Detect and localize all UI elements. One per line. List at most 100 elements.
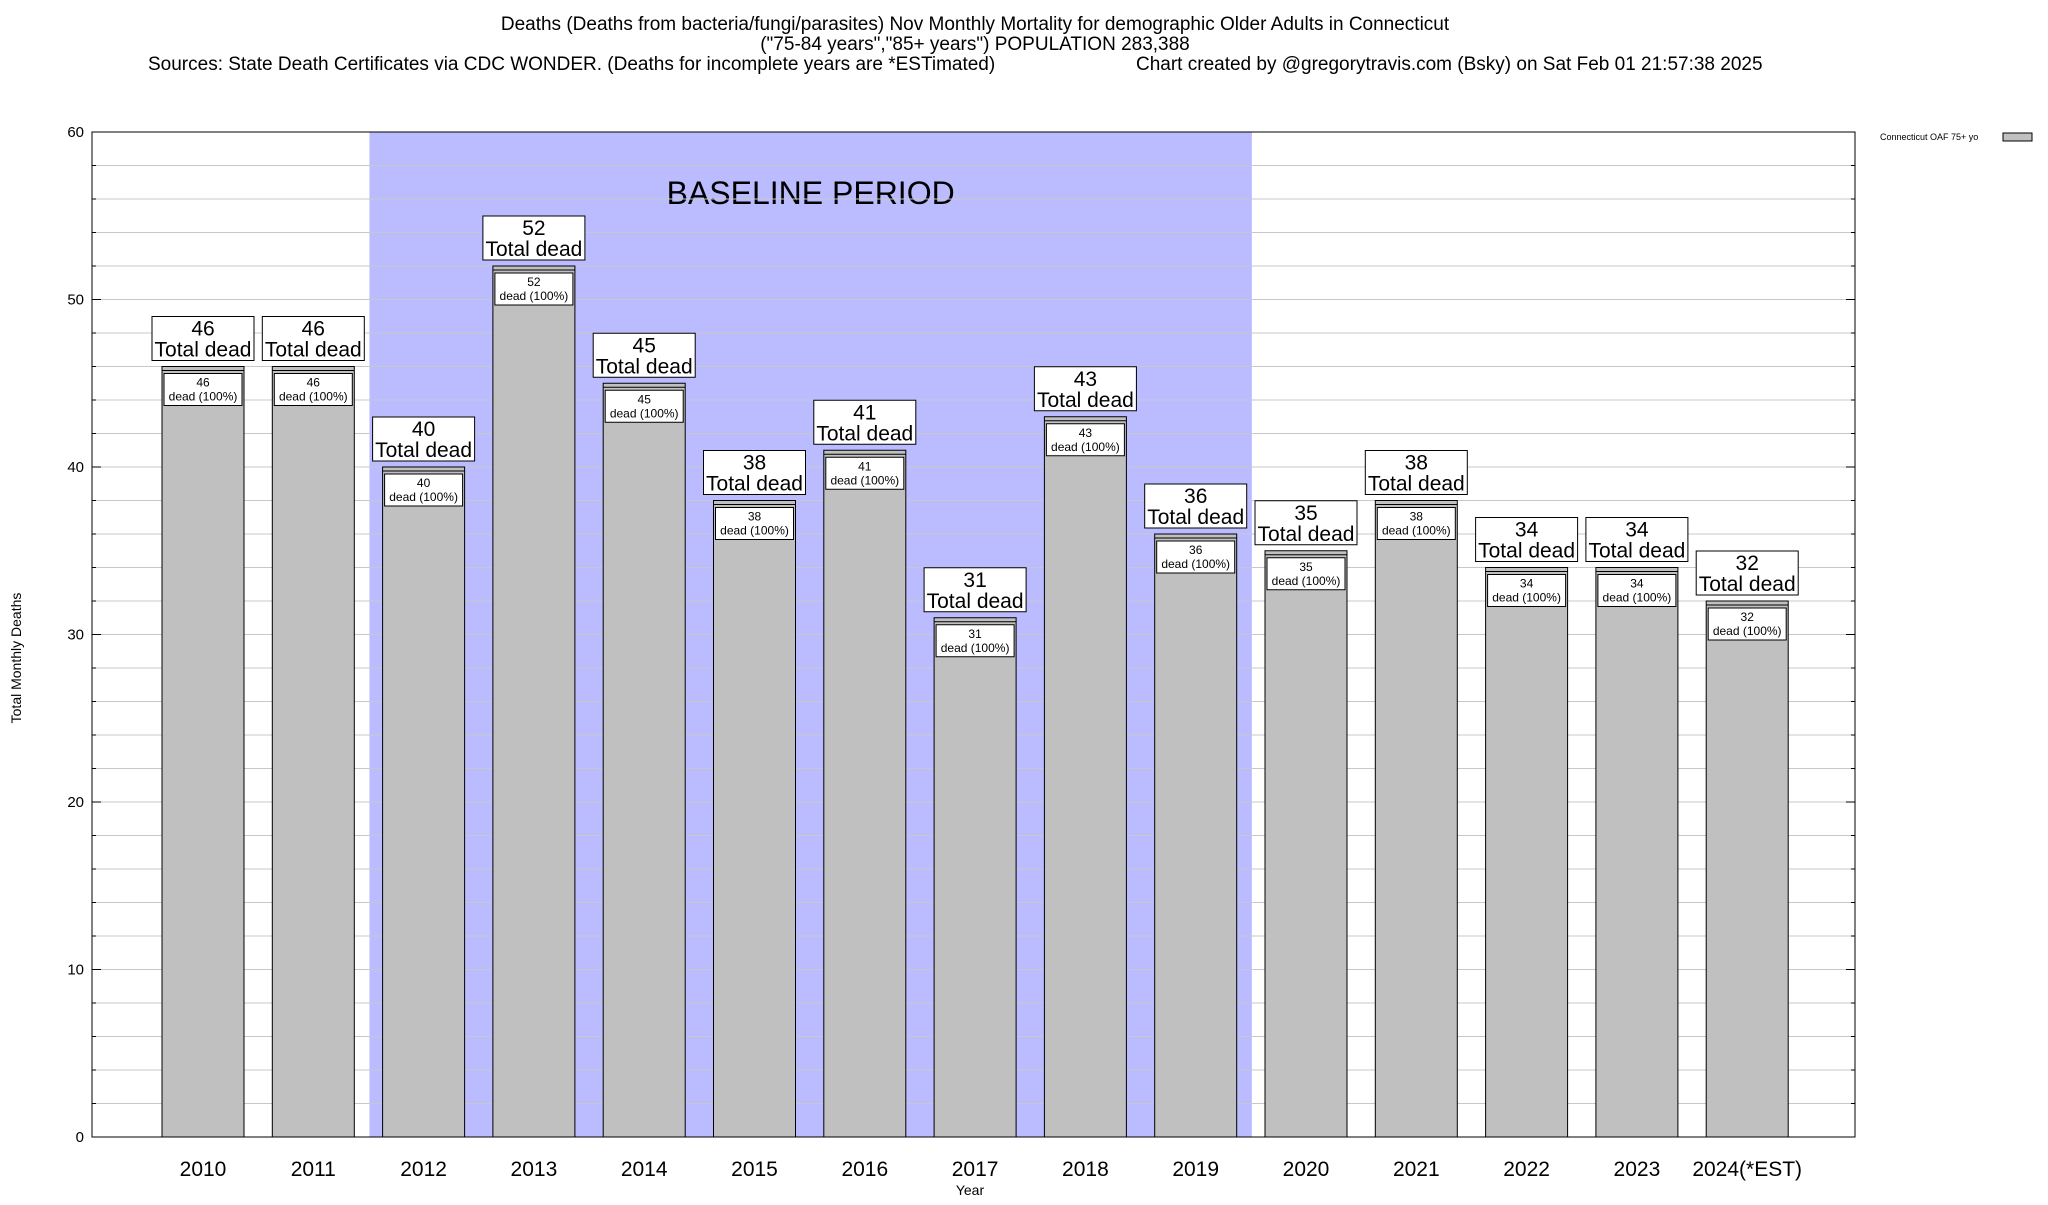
inner-value-label: 35	[1299, 560, 1313, 574]
top-total-label: Total dead	[1699, 573, 1796, 596]
top-total-label: Total dead	[265, 339, 362, 362]
chart-sources: Sources: State Death Certificates via CD…	[148, 54, 995, 75]
bars-layer	[161, 265, 1789, 1138]
top-label-box	[151, 316, 255, 361]
inner-label-box	[494, 272, 574, 306]
top-label-box	[1695, 550, 1799, 596]
inner-label-box	[1266, 557, 1346, 591]
inner-label-box	[273, 373, 353, 406]
top-total-label: Total dead	[816, 422, 913, 445]
inner-percent-label: dead (100%)	[1382, 524, 1451, 538]
top-value-label: 31	[963, 569, 986, 592]
inner-label-box	[935, 624, 1015, 658]
inner-value-label: 32	[1741, 610, 1755, 624]
bar	[1264, 550, 1348, 1138]
top-total-label: Total dead	[1478, 540, 1575, 563]
inner-value-label: 41	[858, 459, 872, 473]
inner-percent-label: dead (100%)	[610, 406, 679, 420]
inner-value-label: 36	[1189, 543, 1203, 557]
inner-value-label: 46	[307, 376, 321, 390]
inner-percent-label: dead (100%)	[1161, 557, 1230, 571]
top-label-box	[261, 316, 365, 361]
inner-label-box	[1597, 574, 1677, 607]
legend-label: Connecticut OAF 75+ yo	[1880, 132, 1978, 142]
bar	[161, 366, 245, 1138]
top-total-label: Total dead	[1037, 389, 1134, 412]
y-tick-label: 40	[67, 459, 84, 476]
top-value-label: 36	[1184, 485, 1207, 508]
inner-percent-label: dead (100%)	[1051, 440, 1120, 454]
top-label-box	[1364, 450, 1468, 495]
x-tick-label: 2015	[731, 1158, 778, 1181]
axes-layer: 2010 2011 2012 2013 2014 2015 2016 2017 2018 2019…	[67, 124, 1856, 1181]
top-value-label: 38	[743, 452, 766, 475]
baseline-label: BASELINE PERIOD	[667, 175, 955, 211]
bar	[713, 500, 796, 1138]
top-total-label: Total dead	[1368, 473, 1465, 496]
x-tick-label: 2011	[291, 1158, 336, 1181]
bar	[382, 466, 466, 1138]
bar	[1705, 600, 1789, 1138]
legend: Connecticut OAF 75+ yo	[1880, 132, 2033, 142]
bar	[1485, 567, 1569, 1138]
x-tick-label: 2022	[1503, 1158, 1550, 1181]
x-tick-label: 2024(*EST)	[1692, 1158, 1802, 1181]
y-axis-label: Total Monthly Deaths	[8, 593, 24, 724]
x-tick-label: 2023	[1614, 1158, 1661, 1181]
inner-label-box	[1707, 607, 1787, 641]
x-axis-label: Year	[956, 1182, 985, 1198]
top-total-label: Total dead	[706, 473, 803, 496]
bar	[271, 366, 355, 1138]
y-tick-label: 30	[67, 627, 84, 644]
top-label-box	[1144, 483, 1248, 529]
x-tick-label: 2021	[1393, 1158, 1440, 1181]
inner-percent-label: dead (100%)	[500, 289, 569, 303]
inner-label-box	[825, 456, 905, 490]
top-value-label: 34	[1515, 519, 1539, 542]
inner-value-label: 38	[1410, 510, 1424, 524]
inner-value-label: 46	[196, 376, 210, 390]
top-label-box	[1033, 366, 1137, 412]
top-value-label: 40	[412, 418, 435, 441]
bar	[823, 449, 907, 1138]
y-tick-label: 60	[67, 124, 84, 141]
y-tick-label: 10	[67, 962, 84, 979]
chart-subtitle: ("75-84 years","85+ years") POPULATION 2…	[760, 34, 1190, 55]
inner-percent-label: dead (100%)	[830, 473, 899, 487]
bar	[602, 382, 686, 1138]
x-tick-label: 2016	[841, 1158, 888, 1181]
top-value-label: 32	[1736, 552, 1759, 575]
x-tick-label: 2017	[952, 1158, 999, 1181]
top-total-label: Total dead	[1258, 523, 1355, 546]
top-value-label: 38	[1405, 452, 1428, 475]
top-total-label: Total dead	[1147, 506, 1244, 529]
inner-value-label: 52	[527, 275, 541, 289]
top-value-label: 45	[633, 334, 656, 357]
top-label-box	[592, 332, 696, 378]
inner-percent-label: dead (100%)	[720, 524, 789, 538]
top-label-box	[1254, 500, 1358, 546]
inner-percent-label: dead (100%)	[279, 390, 348, 404]
x-tick-label: 2012	[400, 1158, 447, 1181]
inner-label-box	[715, 507, 794, 540]
inner-label-box	[384, 473, 464, 507]
bar	[1043, 416, 1127, 1138]
inner-value-label: 43	[1079, 426, 1093, 440]
inner-label-box	[163, 373, 243, 406]
inner-percent-label: dead (100%)	[1272, 574, 1341, 588]
inner-percent-label: dead (100%)	[941, 641, 1010, 655]
top-total-label: Total dead	[485, 238, 582, 261]
y-tick-label: 0	[76, 1129, 84, 1146]
bar	[933, 617, 1017, 1138]
inner-value-label: 38	[748, 510, 762, 524]
inner-value-label: 40	[417, 476, 431, 490]
top-label-box	[1475, 517, 1579, 562]
top-value-label: 35	[1294, 502, 1317, 525]
top-total-label: Total dead	[375, 439, 472, 462]
inner-percent-label: dead (100%)	[1603, 591, 1672, 605]
inner-label-box	[1045, 423, 1125, 457]
top-label-box	[372, 416, 476, 462]
bar	[1374, 500, 1458, 1138]
legend-swatch	[2002, 132, 2033, 142]
top-total-label: Total dead	[1588, 540, 1685, 563]
